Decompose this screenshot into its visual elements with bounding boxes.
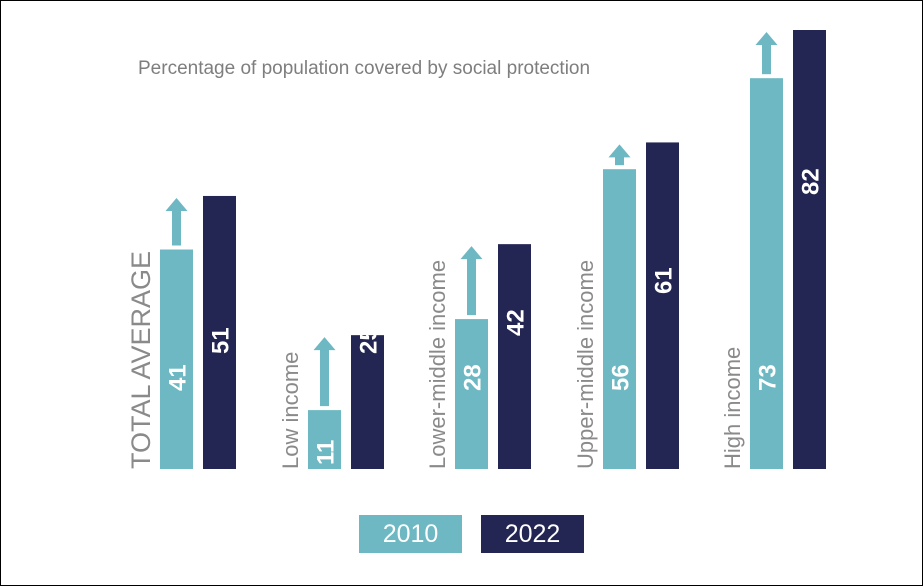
increase-arrow-icon	[313, 337, 336, 407]
bar-2010	[455, 319, 488, 469]
legend-label-2010: 2010	[382, 519, 439, 548]
category-label: Lower-middle income	[425, 260, 450, 469]
category-label: TOTAL AVERAGE	[126, 251, 156, 469]
value-label-2022: 61	[651, 267, 678, 294]
value-label-2010: 28	[460, 364, 487, 391]
category-label: Low income	[278, 352, 303, 469]
bar-2010	[750, 78, 783, 470]
bar-2010	[603, 169, 636, 469]
value-label-2010: 56	[608, 364, 635, 391]
value-label-2022: 82	[798, 168, 825, 195]
legend-2022: 2022	[481, 515, 584, 553]
value-label-2010: 11	[313, 440, 340, 465]
value-label-2010: 73	[755, 364, 782, 391]
value-label-2022: 51	[208, 327, 235, 354]
chart-title: Percentage of population covered by soci…	[138, 58, 591, 79]
legend-label-2022: 2022	[504, 519, 561, 548]
category-label: High income	[720, 347, 745, 469]
bar-2010	[308, 410, 341, 469]
category-label: Upper-middle income	[573, 260, 598, 469]
bar-2022	[498, 244, 531, 469]
bar-2022	[646, 142, 679, 470]
value-label-2022: 25	[356, 327, 383, 354]
increase-arrow-icon	[165, 197, 188, 246]
bar-2022	[351, 335, 384, 469]
increase-arrow-icon	[755, 32, 778, 75]
value-label-2010: 41	[165, 364, 192, 391]
bar-2010	[160, 249, 193, 469]
bar-2022	[203, 195, 236, 469]
legend-2010: 2010	[359, 515, 462, 553]
increase-arrow-icon	[460, 246, 483, 316]
increase-arrow-icon	[608, 144, 631, 166]
value-label-2022: 42	[503, 309, 530, 336]
bar-2022	[793, 30, 826, 469]
